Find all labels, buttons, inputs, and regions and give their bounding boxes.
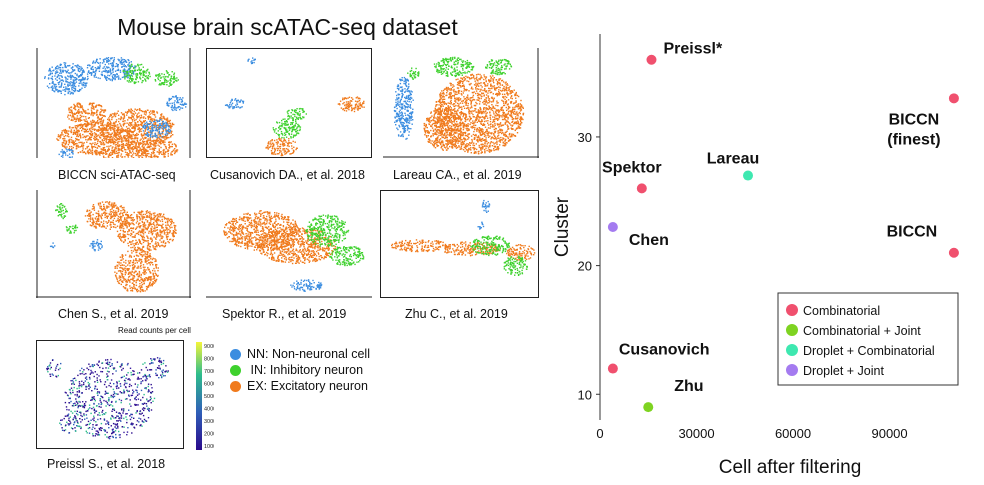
colorbar-tick: 6000 (204, 382, 214, 388)
cell-type-legend: NN: Non-neuronal cell IN: Inhibitory neu… (230, 346, 370, 394)
colorbar-tick: 4000 (204, 407, 214, 413)
umap-panel-spektor (206, 190, 372, 298)
x-tick-label: 0 (596, 426, 603, 441)
colorbar-tick: 8000 (204, 357, 214, 363)
y-axis-label: Cluster (552, 196, 573, 257)
legend-item-nn: NN: Non-neuronal cell (230, 346, 370, 362)
colorbar-tick: 3000 (204, 419, 214, 425)
colorbar (196, 342, 202, 450)
data-point (948, 247, 959, 258)
figure-title: Mouse brain scATAC-seq dataset (117, 14, 458, 40)
point-label: Spektor (602, 159, 662, 176)
point-label: Chen (629, 232, 669, 249)
umap-panel-biccn (36, 48, 191, 158)
data-point (607, 222, 618, 232)
colorbar-title: Read counts per cell (118, 326, 191, 335)
point-label: Zhu (674, 378, 703, 395)
colorbar-tick: 2000 (204, 432, 214, 438)
colorbar-tick: 9000 (204, 344, 214, 350)
y-tick-label: 30 (578, 130, 592, 145)
colorbar-tick: 7000 (204, 369, 214, 375)
legend-entry: Droplet + Joint (803, 364, 884, 378)
data-point (643, 402, 654, 413)
umap-preissl: 9000 8000 7000 6000 5000 4000 3000 2000 1000 (36, 340, 214, 450)
legend-marker (786, 304, 798, 316)
caption-zhu: Zhu C., et al. 2019 (405, 307, 508, 321)
legend-entry: Combinatorial + Joint (803, 324, 921, 338)
umap-chen (36, 190, 191, 298)
point-label: Cusanovich (619, 342, 710, 359)
colorbar-tick: 1000 (204, 444, 214, 450)
legend-entry: Droplet + Combinatorial (803, 344, 935, 358)
umap-spektor (206, 210, 372, 298)
umap-cusanovich (206, 48, 372, 158)
legend-entry: Combinatorial (803, 304, 880, 318)
legend-item-in: IN: Inhibitory neuron (230, 362, 370, 378)
data-point (607, 363, 618, 374)
point-label: BICCN (finest) (887, 111, 940, 148)
caption-lareau: Lareau CA., et al. 2019 (393, 168, 522, 182)
colorbar-tick: 5000 (204, 394, 214, 400)
data-point (646, 54, 657, 65)
scatter-chart: 10 20 30 0 30000 60000 90000 Cell after filteri… (552, 34, 959, 478)
y-tick-label: 20 (578, 259, 592, 274)
x-tick-label: 60000 (775, 426, 811, 441)
legend-marker (786, 324, 798, 336)
umap-lareau (383, 48, 539, 158)
caption-chen: Chen S., et al. 2019 (58, 307, 169, 321)
caption-spektor: Spektor R., et al. 2019 (222, 307, 347, 321)
caption-cusanovich: Cusanovich DA., et al. 2018 (210, 168, 365, 182)
caption-biccn: BICCN sci-ATAC-seq (58, 168, 176, 182)
x-tick-label: 90000 (871, 426, 907, 441)
point-label: Lareau (707, 151, 759, 168)
x-tick-label: 30000 (678, 426, 714, 441)
data-point (948, 93, 959, 104)
umap-panel-chen (36, 190, 191, 298)
y-tick-label: 10 (578, 387, 592, 402)
scatter-legend: Combinatorial Combinatorial + Joint Drople… (777, 292, 959, 386)
data-point (636, 183, 647, 194)
umap-panel-cusanovich (206, 48, 372, 158)
umap-zhu (380, 190, 539, 298)
x-axis-label: Cell after filtering (719, 457, 862, 478)
umap-panel-preissl: 9000 8000 7000 6000 5000 4000 3000 2000 1000 (34, 338, 214, 456)
legend-item-ex: EX: Excitatory neuron (230, 378, 370, 394)
umap-biccn (36, 48, 191, 158)
point-label: BICCN (887, 224, 938, 241)
caption-preissl: Preissl S., et al. 2018 (47, 457, 166, 471)
legend-marker (786, 344, 798, 356)
data-point (743, 170, 753, 181)
umap-panel-zhu (380, 190, 539, 298)
umap-panel-lareau (383, 48, 539, 158)
legend-marker (786, 364, 798, 376)
point-label: Preissl* (663, 41, 722, 58)
